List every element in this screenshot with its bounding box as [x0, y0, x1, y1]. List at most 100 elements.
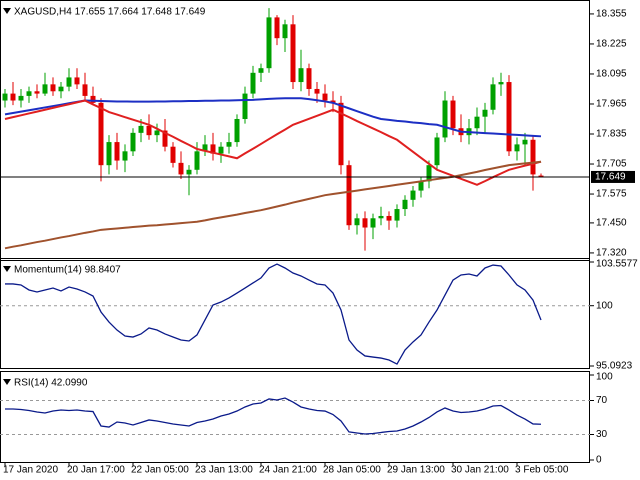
moving-average	[4, 99, 542, 186]
candle-body	[42, 84, 48, 94]
candle-body	[2, 93, 8, 101]
candle-body	[186, 169, 192, 175]
candle-body	[338, 102, 344, 166]
candle-body	[482, 109, 488, 117]
candle-body	[210, 144, 216, 154]
candle-body	[498, 82, 504, 85]
price-label: 17.649	[595, 172, 626, 183]
candle-body	[474, 116, 480, 129]
candle-body	[106, 142, 112, 166]
candle-body	[170, 146, 176, 163]
candle-body	[138, 125, 144, 133]
indicator-line	[5, 263, 542, 365]
candle-body	[362, 218, 368, 228]
price-label-box	[591, 170, 635, 183]
candle-body	[146, 125, 152, 136]
candle-body	[242, 93, 248, 119]
panel-title: RSI(14) 42.0990	[14, 378, 88, 389]
candle-body	[522, 139, 528, 145]
candle-body	[330, 100, 336, 103]
candle-body	[66, 77, 72, 87]
candle-body	[58, 86, 64, 92]
candle-body	[114, 142, 120, 161]
candle-body	[226, 142, 232, 147]
candle-body	[282, 24, 288, 39]
y-tick-label: 18.225	[596, 39, 627, 50]
candle-body	[298, 68, 304, 83]
candle-body	[18, 95, 24, 101]
x-tick-label: 28 Jan 05:00	[323, 465, 381, 476]
candle-body	[322, 93, 328, 101]
x-tick-label: 17 Jan 2020	[3, 465, 58, 476]
y-tick-label: 17.450	[596, 218, 627, 229]
candle-body	[410, 190, 416, 200]
y-tick-label: 0	[596, 455, 602, 466]
candle-body	[122, 151, 128, 161]
candle-body	[34, 91, 40, 94]
y-tick-label: 70	[596, 395, 608, 406]
candle-body	[434, 137, 440, 166]
candle-body	[74, 77, 80, 85]
candle-body	[402, 199, 408, 210]
x-tick-label: 22 Jan 05:00	[131, 465, 189, 476]
candle-body	[274, 17, 280, 39]
candle-body	[514, 144, 520, 152]
y-tick-label: 30	[596, 429, 608, 440]
candle-body	[386, 215, 392, 221]
title-marker	[3, 8, 11, 14]
candle-body	[290, 24, 296, 83]
candle-body	[354, 218, 360, 226]
candle-body	[506, 82, 512, 152]
candle-body	[490, 84, 496, 110]
moving-average	[4, 97, 542, 138]
x-tick-label: 3 Feb 05:00	[515, 465, 569, 476]
y-tick-label: 17.320	[596, 248, 627, 259]
indicator-line	[5, 397, 542, 435]
candle-body	[26, 91, 32, 96]
y-tick-label: 17.965	[596, 99, 627, 110]
candle-body	[10, 93, 16, 101]
candle-body	[90, 95, 96, 103]
x-tick-label: 20 Jan 17:00	[67, 465, 125, 476]
y-tick-label: 95.0923	[596, 361, 633, 372]
y-tick-label: 18.095	[596, 69, 627, 80]
candle-body	[98, 102, 104, 166]
moving-average	[4, 160, 542, 250]
candle-body	[450, 100, 456, 129]
candle-body	[378, 215, 384, 219]
candle-body	[50, 84, 56, 92]
candle-body	[530, 139, 536, 175]
candle-body	[82, 84, 88, 96]
candle-body	[418, 181, 424, 191]
candle-body	[162, 130, 168, 147]
candle-body	[154, 130, 160, 136]
candle-body	[314, 88, 320, 94]
panel-frame	[0, 258, 590, 369]
candle-body	[426, 165, 432, 182]
x-tick-label: 30 Jan 21:00	[451, 465, 509, 476]
candle-body	[202, 144, 208, 152]
candle-body	[346, 165, 352, 226]
candle-body	[130, 132, 136, 152]
y-tick-label: 18.355	[596, 9, 627, 20]
candle-body	[218, 146, 224, 154]
candle-body	[266, 17, 272, 69]
candle-body	[178, 162, 184, 175]
y-tick-label: 17.575	[596, 189, 627, 200]
y-tick-label: 17.835	[596, 129, 627, 140]
x-tick-label: 24 Jan 21:00	[259, 465, 317, 476]
y-tick-label: 100	[596, 300, 613, 311]
candle-body	[370, 218, 376, 228]
y-tick-label: 103.5577	[596, 259, 638, 270]
panel-frame	[0, 0, 590, 261]
candle-body	[258, 68, 264, 73]
title-marker	[3, 266, 11, 272]
candle-body	[538, 175, 544, 177]
candle-body	[442, 100, 448, 138]
panel-title: XAGUSD,H4 17.655 17.664 17.648 17.649	[14, 7, 206, 18]
candle-body	[394, 209, 400, 221]
x-tick-label: 23 Jan 13:00	[195, 465, 253, 476]
panel-frame	[0, 371, 590, 463]
y-tick-label: 100	[596, 372, 613, 383]
